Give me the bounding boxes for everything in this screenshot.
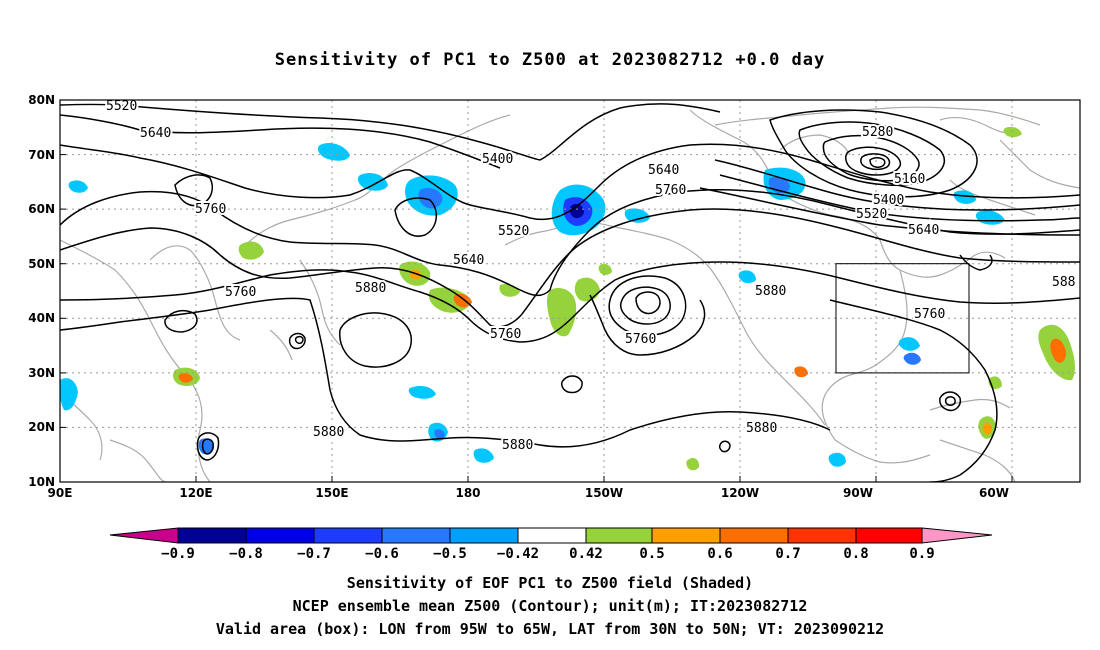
lat-label: 40N — [28, 311, 55, 325]
colorbar-label: 0.6 — [707, 546, 732, 562]
longitude-labels: 90E 120E 150E 180 150W 120W 90W 60W — [48, 486, 1009, 500]
contour-label: 5520 — [106, 99, 137, 114]
contour-label: 588 — [1052, 275, 1075, 290]
colorbar-low-end — [109, 527, 179, 544]
lon-label: 120W — [721, 486, 759, 500]
colorbar-labels: −0.9 −0.8 −0.7 −0.6 −0.5 −0.42 0.42 0.5 … — [161, 546, 935, 562]
contour-label: 5880 — [746, 421, 777, 436]
lat-label: 80N — [28, 93, 55, 107]
colorbar-label: 0.5 — [639, 546, 664, 562]
lat-label: 50N — [28, 257, 55, 271]
contour-label: 5880 — [502, 438, 533, 453]
contour-label: 5880 — [313, 425, 344, 440]
colorbar-label: −0.7 — [297, 546, 331, 562]
contour-label: 5760 — [914, 307, 945, 322]
caption-line-1: Sensitivity of EOF PC1 to Z500 field (Sh… — [346, 574, 754, 592]
contour-label: 5400 — [873, 193, 904, 208]
lat-label: 20N — [28, 420, 55, 434]
lon-label: 120E — [179, 486, 212, 500]
contour-labels: 5520 5640 5760 5400 5520 5640 5760 5640 … — [104, 97, 1077, 455]
contour-label: 5640 — [453, 253, 484, 268]
colorbar-swatch — [719, 527, 789, 544]
contour-label: 5880 — [355, 281, 386, 296]
map-frame — [59, 99, 1081, 483]
contour-label: 5520 — [498, 224, 529, 239]
colorbar — [109, 527, 993, 544]
contour-label: 5280 — [862, 125, 893, 140]
colorbar-swatch — [517, 527, 587, 544]
caption-line-3: Valid area (box): LON from 95W to 65W, L… — [215, 620, 885, 638]
lon-label: 60W — [979, 486, 1009, 500]
contour-label: 5520 — [856, 207, 887, 222]
z500-contours — [60, 103, 1080, 482]
page-title: Sensitivity of PC1 to Z500 at 2023082712… — [274, 50, 826, 70]
contour-label: 5760 — [655, 183, 686, 198]
colorbar-swatch — [313, 527, 383, 544]
colorbar-high-end — [921, 527, 993, 544]
colorbar-swatch — [651, 527, 721, 544]
contour-label: 5400 — [482, 152, 513, 167]
colorbar-label: −0.42 — [497, 546, 539, 562]
colorbar-swatch — [245, 527, 315, 544]
colorbar-label: 0.8 — [843, 546, 868, 562]
colorbar-label: −0.6 — [365, 546, 399, 562]
lon-label: 150W — [585, 486, 623, 500]
lat-label: 10N — [28, 475, 55, 489]
colorbar-swatch — [855, 527, 923, 544]
lon-label: 90E — [48, 486, 73, 500]
contour-label: 5640 — [648, 163, 679, 178]
colorbar-label: −0.5 — [433, 546, 467, 562]
contour-label: 5160 — [894, 172, 925, 187]
coastlines — [60, 106, 1080, 482]
lon-label: 150E — [315, 486, 348, 500]
colorbar-label: 0.7 — [775, 546, 800, 562]
colorbar-label: 0.9 — [909, 546, 934, 562]
lon-label: 180 — [455, 486, 480, 500]
colorbar-label: −0.8 — [229, 546, 263, 562]
latitude-labels: 80N 70N 60N 50N 40N 30N 20N 10N — [28, 93, 55, 489]
lat-label: 60N — [28, 202, 55, 216]
contour-label: 5640 — [908, 223, 939, 238]
sensitivity-shading — [60, 126, 1075, 471]
colorbar-label: −0.9 — [161, 546, 195, 562]
contour-label: 5880 — [755, 284, 786, 299]
contour-label: 5760 — [225, 285, 256, 300]
contour-label: 5760 — [195, 202, 226, 217]
contour-label: 5760 — [625, 332, 656, 347]
lat-label: 30N — [28, 366, 55, 380]
colorbar-swatch — [585, 527, 653, 544]
contour-label: 5760 — [490, 327, 521, 342]
contour-label: 5640 — [140, 126, 171, 141]
lat-lon-grid — [60, 100, 1080, 482]
colorbar-swatch — [177, 527, 247, 544]
colorbar-swatch — [381, 527, 451, 544]
valid-area-box — [835, 263, 970, 374]
lat-label: 70N — [28, 148, 55, 162]
colorbar-swatch — [787, 527, 857, 544]
caption-line-2: NCEP ensemble mean Z500 (Contour); unit(… — [292, 597, 808, 615]
colorbar-label: 0.42 — [569, 546, 603, 562]
axis-ticks — [60, 99, 1013, 483]
colorbar-swatch — [449, 527, 519, 544]
lon-label: 90W — [843, 486, 873, 500]
